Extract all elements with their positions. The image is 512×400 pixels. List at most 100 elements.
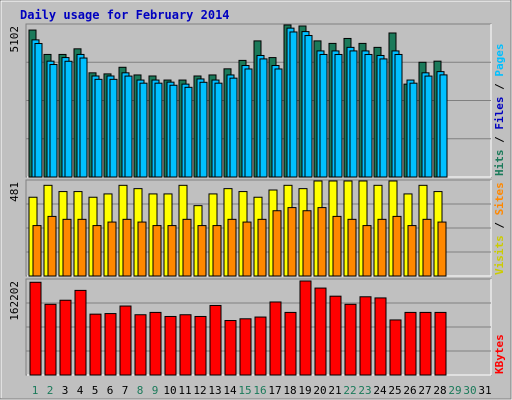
series-pages (34, 31, 448, 178)
bar-kbytes-day-9 (149, 311, 162, 376)
bar-pages-day-21 (334, 53, 343, 178)
bar-pages-day-9 (154, 82, 163, 178)
bar-sites-day-24 (377, 218, 387, 277)
bar-kbytes-day-1 (29, 281, 42, 376)
bar-kbytes-day-11 (179, 314, 192, 376)
panel-hits_files_pages: 5102 Hits / Files / Pages (8, 23, 506, 178)
right-series-legend: Hits / Files / Pages (493, 44, 506, 177)
bar-sites-day-15 (242, 221, 252, 277)
x-tick-label-day-9: 9 (152, 384, 159, 397)
x-tick-label-day-11: 11 (178, 384, 191, 397)
bar-kbytes-day-10 (164, 315, 177, 376)
bar-pages-day-14 (229, 77, 238, 178)
x-tick-label-day-21: 21 (328, 384, 341, 397)
chart-panels: 5102 Hits / Files / Pages 481 Visits / Site… (8, 23, 506, 376)
bar-sites-day-3 (62, 218, 72, 277)
series-sites (32, 207, 447, 277)
x-tick-label-day-1: 1 (32, 384, 39, 397)
bar-pages-day-6 (109, 78, 118, 178)
series-kbytes (29, 280, 447, 376)
bar-sites-day-4 (77, 218, 87, 277)
bar-pages-day-19 (304, 35, 313, 178)
bar-pages-day-20 (319, 53, 328, 178)
bar-kbytes-day-2 (44, 303, 57, 376)
x-tick-label-day-30: 30 (463, 384, 476, 397)
bar-kbytes-day-14 (224, 320, 237, 376)
bar-kbytes-day-7 (119, 305, 132, 376)
bar-pages-day-26 (409, 82, 418, 178)
bar-pages-day-22 (349, 50, 358, 178)
chart-title: Daily usage for February 2014 (20, 8, 230, 22)
bar-sites-day-26 (407, 225, 417, 277)
x-tick-label-day-6: 6 (107, 384, 114, 397)
bar-pages-day-4 (79, 57, 88, 178)
bar-kbytes-day-13 (209, 304, 222, 376)
x-tick-label-day-17: 17 (268, 384, 281, 397)
bar-pages-day-8 (139, 82, 148, 178)
y-max-label: 481 (8, 182, 21, 202)
bar-kbytes-day-18 (284, 311, 297, 376)
x-tick-label-day-2: 2 (47, 384, 54, 397)
bar-pages-day-17 (274, 68, 283, 178)
bar-pages-day-18 (289, 31, 298, 178)
legend-label: Files (493, 97, 506, 130)
panel-visits_sites: 481 Visits / Sites (8, 179, 506, 277)
bar-sites-day-6 (107, 221, 117, 277)
right-series-legend: KBytes (493, 334, 506, 374)
bar-sites-day-27 (422, 218, 432, 277)
bar-pages-day-23 (364, 53, 373, 178)
bar-pages-day-2 (49, 64, 58, 178)
x-axis-labels: 1 2 3 4 5 6 7 8 9 10 11 12 13 14 15 16 17 18 19 20 21 22 23 24 2… (32, 384, 492, 397)
x-tick-label-day-31: 31 (478, 384, 491, 397)
bar-sites-day-8 (137, 221, 147, 277)
bar-pages-day-5 (94, 78, 103, 178)
bar-kbytes-day-24 (374, 297, 387, 376)
bar-kbytes-day-26 (404, 311, 417, 376)
bar-pages-day-25 (394, 53, 403, 178)
bar-sites-day-14 (227, 218, 237, 277)
bar-kbytes-day-19 (299, 280, 312, 376)
x-tick-label-day-7: 7 (122, 384, 129, 397)
x-tick-label-day-26: 26 (403, 384, 416, 397)
bar-kbytes-day-20 (314, 287, 327, 376)
bar-kbytes-day-23 (359, 296, 372, 376)
legend-label: / (493, 77, 506, 97)
y-max-label: 162202 (8, 281, 21, 321)
legend-label: Sites (493, 182, 506, 215)
x-tick-label-day-8: 8 (137, 384, 144, 397)
panel-kbytes: 162202 KBytes (8, 278, 506, 376)
x-tick-label-day-14: 14 (223, 384, 237, 397)
bar-kbytes-day-3 (59, 299, 72, 376)
bar-sites-day-16 (257, 218, 267, 277)
x-tick-label-day-19: 19 (298, 384, 311, 397)
bar-sites-day-21 (332, 215, 342, 277)
legend-label: KBytes (493, 334, 506, 374)
bar-kbytes-day-16 (254, 316, 267, 376)
bar-kbytes-day-25 (389, 319, 402, 376)
bar-sites-day-20 (317, 207, 327, 277)
x-tick-label-day-3: 3 (62, 384, 69, 397)
bar-sites-day-5 (92, 225, 102, 277)
legend-label: / (493, 215, 506, 235)
y-max-label: 5102 (8, 26, 21, 53)
bar-pages-day-13 (214, 82, 223, 178)
x-tick-label-day-5: 5 (92, 384, 99, 397)
bar-kbytes-day-17 (269, 301, 282, 376)
bar-pages-day-7 (124, 75, 133, 178)
bar-pages-day-12 (199, 81, 208, 178)
bar-kbytes-day-28 (434, 311, 447, 376)
x-tick-label-day-28: 28 (433, 384, 446, 397)
x-tick-label-day-23: 23 (358, 384, 371, 397)
x-tick-label-day-4: 4 (77, 384, 84, 397)
bar-sites-day-23 (362, 225, 372, 277)
bar-pages-day-15 (244, 68, 253, 178)
bar-sites-day-1 (32, 225, 42, 277)
bar-pages-day-10 (169, 84, 178, 178)
x-tick-label-day-15: 15 (238, 384, 251, 397)
bar-kbytes-day-15 (239, 318, 252, 376)
legend-label: / (493, 130, 506, 150)
bar-pages-day-3 (64, 60, 73, 178)
right-series-legend: Visits / Sites (493, 182, 506, 275)
bar-sites-day-2 (47, 215, 57, 277)
